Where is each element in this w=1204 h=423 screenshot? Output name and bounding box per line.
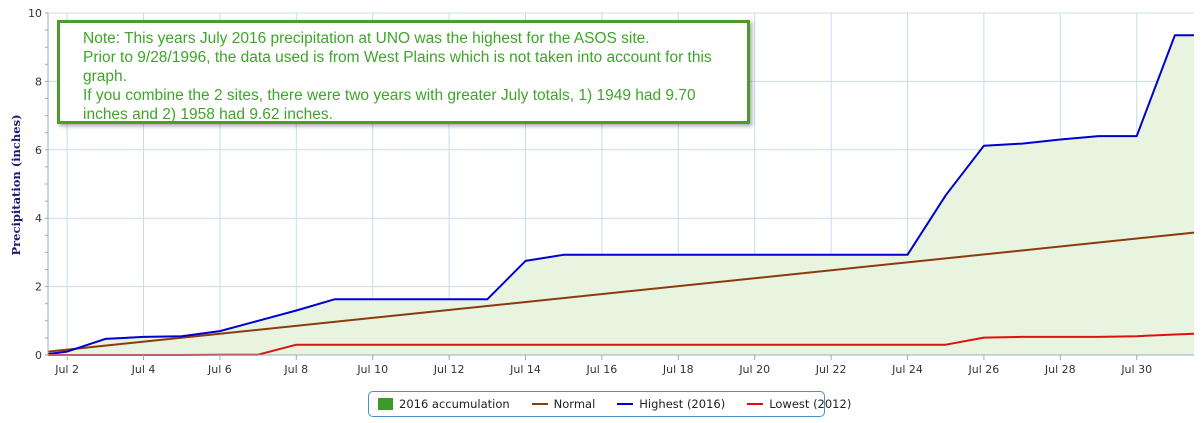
legend-swatch: [378, 398, 393, 410]
x-tick-label: Jul 6: [207, 363, 232, 376]
legend-item-normal[interactable]: Normal: [531, 397, 596, 411]
legend-item-2016-accumulation[interactable]: 2016 accumulation: [378, 397, 510, 411]
series-line-highest-2016: [47, 34, 1194, 355]
x-tick-label: Jul 28: [1044, 363, 1076, 376]
y-tick-label: 8: [35, 75, 42, 88]
x-tick-label: Jul 16: [586, 363, 618, 376]
note-line: graph.: [83, 68, 127, 85]
x-tick-label: Jul 14: [509, 363, 541, 376]
legend-swatch: [617, 403, 634, 405]
y-axis-label: Precipitation (inches): [9, 114, 23, 255]
note-box: Note: This years July 2016 precipitation…: [57, 20, 750, 124]
chart-legend: 2016 accumulation Normal Highest (2016) …: [368, 391, 851, 417]
x-tick-label: Jul 8: [283, 363, 308, 376]
y-tick-label: 10: [28, 7, 42, 20]
x-tick-label: Jul 2: [54, 363, 79, 376]
legend-swatch: [531, 403, 548, 405]
x-tick-label: Jul 26: [968, 363, 1000, 376]
x-tick-label: Jul 22: [815, 363, 847, 376]
series-area-2016-accumulation: [48, 35, 1194, 355]
y-tick-label: 0: [35, 349, 42, 362]
chart-axes: 0 2 4 6 8 10 Jul 2 Jul 4 Jul 6 Jul 8 Jul 10 Jul 12 J…: [28, 7, 1194, 376]
x-tick-label: Jul 4: [131, 363, 156, 376]
note-line: If you combine the 2 sites, there were t…: [83, 87, 696, 104]
series-line-normal: [47, 231, 1195, 353]
x-tick-label: Jul 12: [433, 363, 465, 376]
note-line: Note: This years July 2016 precipitation…: [83, 30, 650, 47]
legend-label: Lowest (2012): [769, 397, 852, 411]
x-tick-label: Jul 18: [662, 363, 694, 376]
x-tick-label: Jul 24: [891, 363, 923, 376]
note-line: inches and 2) 1958 had 9.62 inches.: [83, 106, 333, 123]
legend-label: 2016 accumulation: [399, 397, 510, 411]
legend-swatch: [747, 403, 764, 405]
y-tick-label: 6: [35, 144, 42, 157]
note-line: Prior to 9/28/1996, the data used is fro…: [83, 49, 712, 66]
x-tick-label: Jul 30: [1120, 363, 1152, 376]
y-tick-label: 2: [35, 281, 42, 294]
y-tick-label: 4: [35, 212, 42, 225]
legend-label: Highest (2016): [639, 397, 726, 411]
legend-item-lowest-2012[interactable]: Lowest (2012): [747, 397, 851, 411]
x-tick-label: Jul 20: [738, 363, 770, 376]
legend-label: Normal: [553, 397, 596, 411]
x-tick-label: Jul 10: [356, 363, 388, 376]
legend-item-highest-2016[interactable]: Highest (2016): [617, 397, 725, 411]
